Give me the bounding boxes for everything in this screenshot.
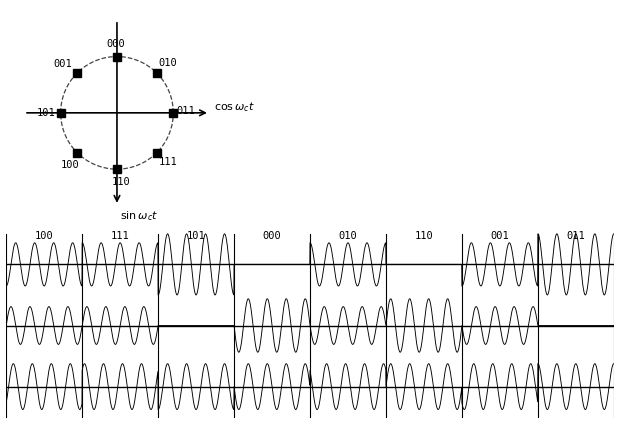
Text: 010: 010: [339, 231, 357, 241]
Text: 000: 000: [107, 39, 125, 49]
Text: $\cos\omega_c t$: $\cos\omega_c t$: [214, 100, 255, 114]
Text: 011: 011: [176, 105, 195, 115]
Text: $\sin\omega_c t$: $\sin\omega_c t$: [120, 210, 159, 224]
Text: 001: 001: [490, 231, 509, 241]
Text: 100: 100: [35, 231, 53, 241]
Text: 011: 011: [567, 231, 585, 241]
Text: 111: 111: [111, 231, 130, 241]
Text: 001: 001: [53, 59, 72, 69]
Text: 101: 101: [37, 108, 55, 118]
Text: 110: 110: [415, 231, 433, 241]
Text: 010: 010: [159, 58, 177, 68]
Text: 000: 000: [263, 231, 281, 241]
Text: 101: 101: [187, 231, 205, 241]
Text: 110: 110: [112, 177, 131, 187]
Text: 100: 100: [61, 160, 80, 170]
Text: 111: 111: [159, 157, 177, 167]
